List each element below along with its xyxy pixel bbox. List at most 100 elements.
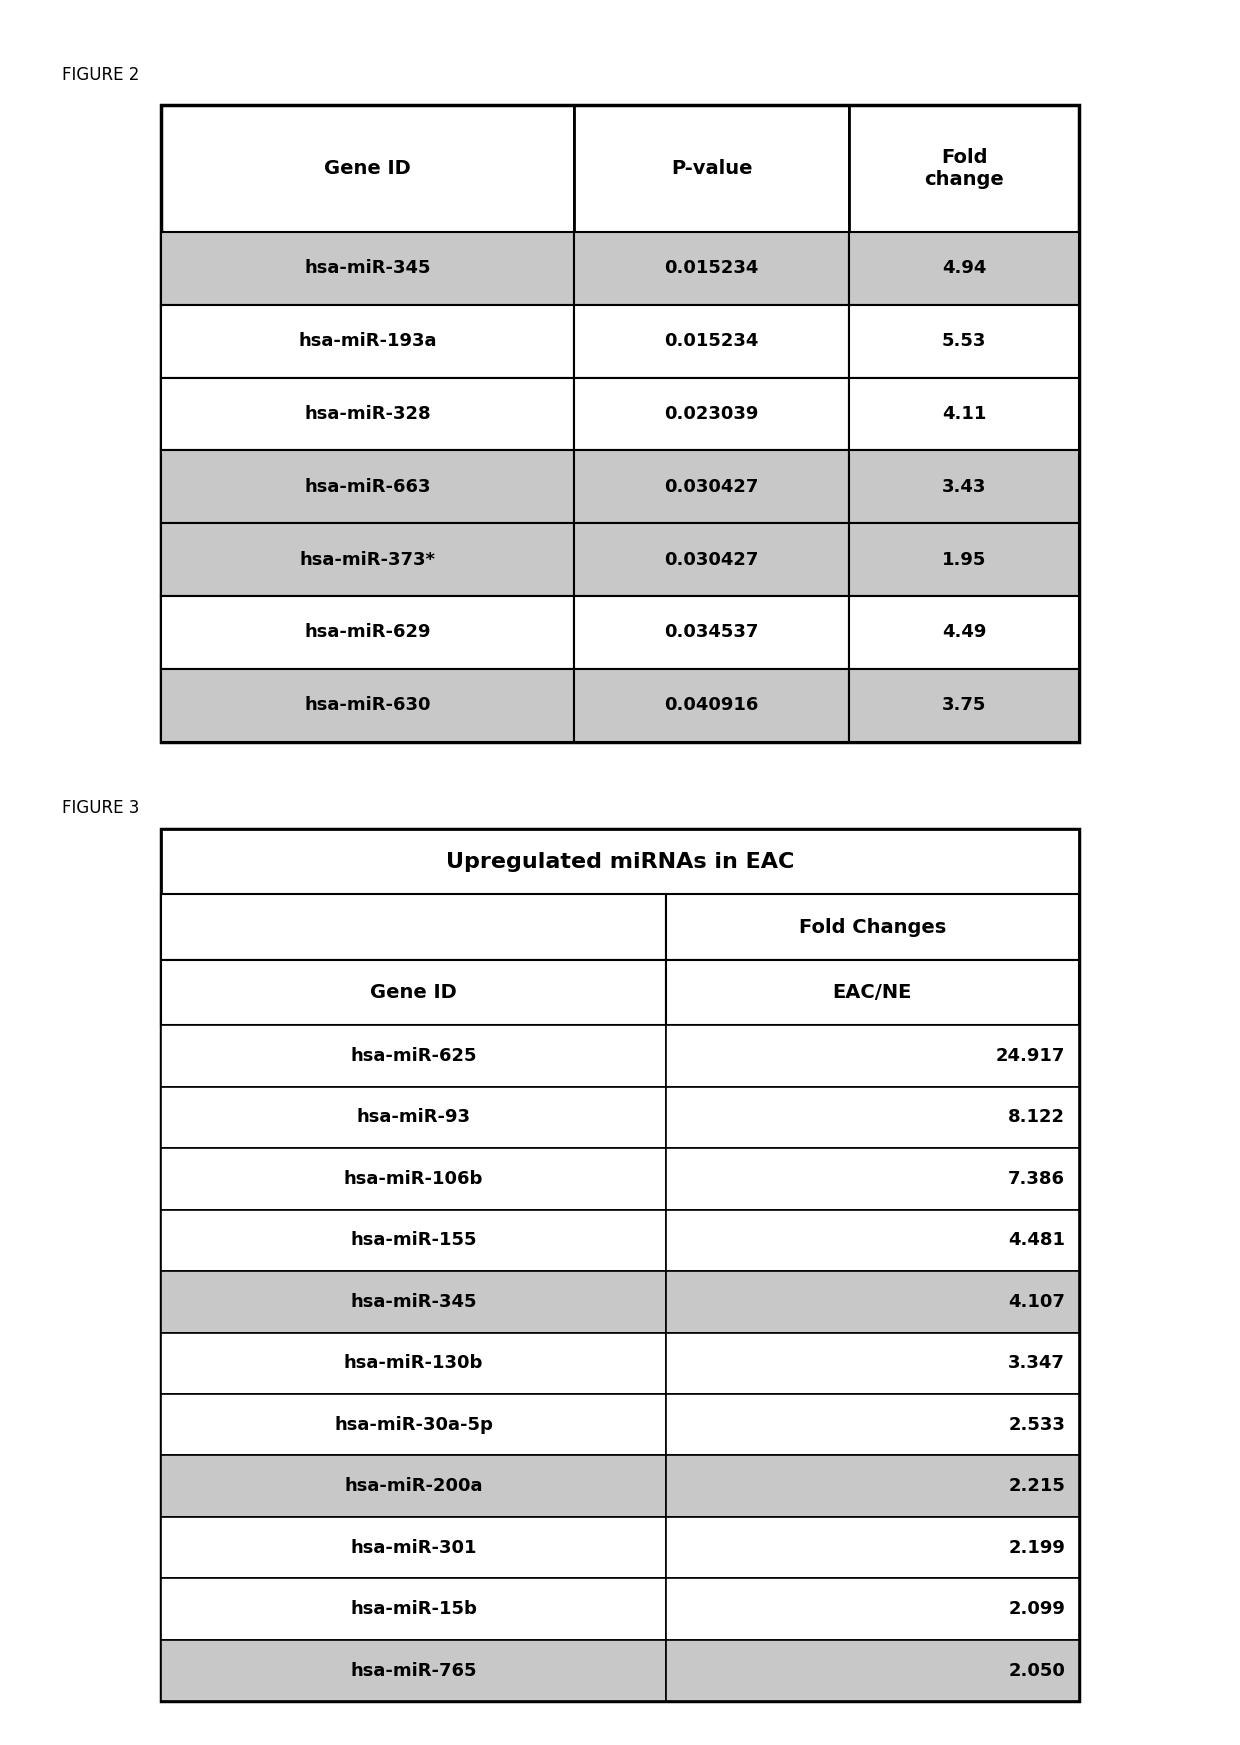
Text: hsa-miR-345: hsa-miR-345 [304, 260, 432, 277]
Text: Fold Changes: Fold Changes [799, 918, 946, 937]
Bar [666, 1333, 1079, 1394]
Text: hsa-miR-301: hsa-miR-301 [350, 1539, 477, 1557]
Bar [849, 105, 1079, 232]
Text: 0.040916: 0.040916 [665, 696, 759, 714]
Bar [666, 1516, 1079, 1579]
Bar [849, 450, 1079, 524]
Text: 4.49: 4.49 [942, 623, 986, 642]
Bar [849, 597, 1079, 668]
Bar [161, 668, 574, 742]
Text: 3.347: 3.347 [1008, 1354, 1065, 1372]
Bar [666, 1394, 1079, 1455]
Text: 2.050: 2.050 [1008, 1661, 1065, 1680]
Text: 4.107: 4.107 [1008, 1293, 1065, 1310]
Bar [666, 1640, 1079, 1701]
Text: Gene ID: Gene ID [325, 159, 410, 178]
Text: hsa-miR-93: hsa-miR-93 [357, 1108, 470, 1126]
Text: EAC/NE: EAC/NE [832, 982, 913, 1002]
Text: 4.481: 4.481 [1008, 1232, 1065, 1249]
Text: Upregulated miRNAs in EAC: Upregulated miRNAs in EAC [446, 852, 794, 871]
Bar [161, 1209, 666, 1270]
Text: hsa-miR-193a: hsa-miR-193a [299, 332, 436, 351]
Bar [161, 1579, 666, 1640]
Text: 4.11: 4.11 [942, 405, 986, 422]
Text: hsa-miR-15b: hsa-miR-15b [350, 1600, 477, 1618]
Bar [666, 1455, 1079, 1516]
Text: 4.94: 4.94 [942, 260, 986, 277]
Bar [574, 305, 849, 377]
Bar [574, 524, 849, 597]
Text: hsa-miR-373*: hsa-miR-373* [300, 551, 435, 569]
Text: 1.95: 1.95 [942, 551, 986, 569]
Text: hsa-miR-625: hsa-miR-625 [350, 1047, 477, 1064]
Text: 2.215: 2.215 [1008, 1478, 1065, 1495]
Text: 0.030427: 0.030427 [665, 478, 759, 496]
Bar [666, 960, 1079, 1024]
Bar [161, 1270, 666, 1333]
Bar [161, 1455, 666, 1516]
Bar [574, 105, 849, 232]
Bar [161, 1333, 666, 1394]
Text: 7.386: 7.386 [1008, 1169, 1065, 1188]
Bar [666, 1270, 1079, 1333]
Bar [849, 232, 1079, 305]
Bar [666, 893, 1079, 960]
Text: P-value: P-value [671, 159, 753, 178]
Text: hsa-miR-630: hsa-miR-630 [304, 696, 432, 714]
Text: FIGURE 2: FIGURE 2 [62, 66, 139, 84]
Bar [574, 597, 849, 668]
Text: 0.015234: 0.015234 [665, 332, 759, 351]
Bar [161, 893, 666, 960]
Bar [849, 524, 1079, 597]
Text: 24.917: 24.917 [996, 1047, 1065, 1064]
Text: hsa-miR-200a: hsa-miR-200a [345, 1478, 482, 1495]
Text: 5.53: 5.53 [942, 332, 986, 351]
Bar [574, 232, 849, 305]
Bar [666, 1026, 1079, 1087]
Text: hsa-miR-106b: hsa-miR-106b [343, 1169, 484, 1188]
Text: hsa-miR-30a-5p: hsa-miR-30a-5p [334, 1415, 494, 1434]
Text: hsa-miR-765: hsa-miR-765 [350, 1661, 477, 1680]
Bar [574, 377, 849, 450]
Bar [161, 1394, 666, 1455]
Bar [849, 305, 1079, 377]
Bar [161, 960, 666, 1024]
Bar [161, 524, 574, 597]
Text: hsa-miR-130b: hsa-miR-130b [343, 1354, 484, 1372]
Bar [161, 1640, 666, 1701]
Bar [574, 668, 849, 742]
Text: hsa-miR-663: hsa-miR-663 [304, 478, 432, 496]
Text: hsa-miR-155: hsa-miR-155 [350, 1232, 477, 1249]
Bar [849, 668, 1079, 742]
Bar [574, 450, 849, 524]
Text: 0.030427: 0.030427 [665, 551, 759, 569]
Bar [161, 829, 1079, 893]
Bar [666, 1087, 1079, 1148]
Bar [161, 105, 574, 232]
Text: FIGURE 3: FIGURE 3 [62, 799, 139, 817]
Bar [161, 1087, 666, 1148]
Bar [161, 305, 574, 377]
Bar [161, 597, 574, 668]
Text: hsa-miR-328: hsa-miR-328 [304, 405, 432, 422]
Bar [849, 377, 1079, 450]
Text: 2.099: 2.099 [1008, 1600, 1065, 1618]
Text: hsa-miR-629: hsa-miR-629 [304, 623, 432, 642]
Bar [161, 232, 574, 305]
Text: 8.122: 8.122 [1008, 1108, 1065, 1126]
Bar [161, 450, 574, 524]
Text: 2.199: 2.199 [1008, 1539, 1065, 1557]
Bar [161, 1148, 666, 1209]
Bar [666, 1148, 1079, 1209]
Text: Fold
change: Fold change [924, 148, 1004, 188]
Bar [666, 1579, 1079, 1640]
Text: 3.43: 3.43 [942, 478, 986, 496]
Bar [161, 1516, 666, 1579]
Text: 2.533: 2.533 [1008, 1415, 1065, 1434]
Text: 0.023039: 0.023039 [665, 405, 759, 422]
Text: 0.034537: 0.034537 [665, 623, 759, 642]
Text: 0.015234: 0.015234 [665, 260, 759, 277]
Text: 3.75: 3.75 [942, 696, 986, 714]
Bar [161, 377, 574, 450]
Bar [666, 1209, 1079, 1270]
